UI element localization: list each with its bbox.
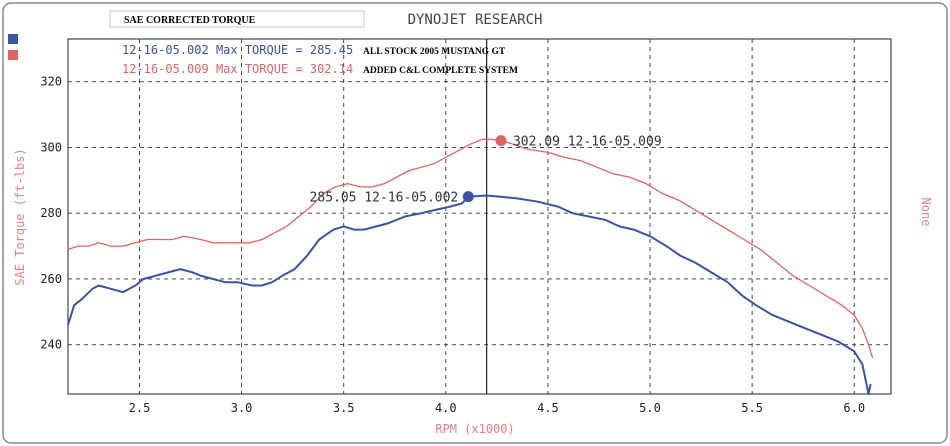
x-tick-label: 5.0 (639, 401, 661, 415)
plot-area: 2.5 3.0 3.5 4.0 4.5 5.0 5.5 6.0 240 260 280 300 320… (40, 38, 892, 415)
series-line-12-16-05.002 (67, 194, 872, 395)
right-axis-label: None (919, 198, 933, 227)
x-tick-label: 6.0 (843, 401, 865, 415)
legend-swatch-red (8, 50, 18, 60)
legend-desc-blue: ALL STOCK 2005 MUSTANG GT (363, 47, 506, 57)
left-chart-title: SAE CORRECTED TORQUE (124, 15, 256, 26)
series-line-12-16-05.009 (67, 138, 874, 358)
x-tick-label: 2.5 (129, 401, 151, 415)
x-axis-label: RPM (x1000) (435, 422, 514, 436)
peak-marker-dot[interactable] (462, 191, 474, 203)
legend-desc-red: ADDED C&L COMPLETE SYSTEM (363, 66, 518, 76)
x-tick-label: 4.5 (537, 401, 559, 415)
y-tick-label: 240 (40, 338, 62, 352)
x-tick-label: 4.0 (435, 401, 457, 415)
y-tick-label: 300 (40, 140, 62, 154)
y-tick-label: 280 (40, 206, 62, 220)
x-tick-label: 3.5 (333, 401, 355, 415)
x-tick-label: 3.0 (231, 401, 253, 415)
x-tick-label: 5.5 (741, 401, 763, 415)
y-axis-label: SAE Torque (ft-lbs) (13, 148, 27, 285)
series-lines (67, 138, 874, 395)
y-tick-label: 320 (40, 75, 62, 89)
peak-marker-label: 285.05 12-16-05.002 (310, 191, 459, 206)
peak-marker-label: 302.09 12-16-05.009 (513, 135, 662, 150)
plot-border (67, 38, 892, 395)
left-title-box (109, 10, 365, 28)
gridlines (68, 39, 891, 394)
chart-title: DYNOJET RESEARCH (408, 12, 543, 28)
peak-markers: 285.05 12-16-05.002 302.09 12-16-05.009 (310, 135, 662, 206)
peak-marker-dot[interactable] (495, 135, 507, 147)
y-tick-labels: 240 260 280 300 320 (40, 75, 62, 352)
legend-run-blue: 12-16-05.002 Max TORQUE = 285.45 (122, 43, 353, 57)
y-tick-label: 260 (40, 272, 62, 286)
legend-run-red: 12-16-05.009 Max TORQUE = 302.14 (122, 62, 353, 76)
x-tick-labels: 2.5 3.0 3.5 4.0 4.5 5.0 5.5 6.0 (129, 401, 865, 415)
legend-swatch-blue (8, 34, 18, 44)
